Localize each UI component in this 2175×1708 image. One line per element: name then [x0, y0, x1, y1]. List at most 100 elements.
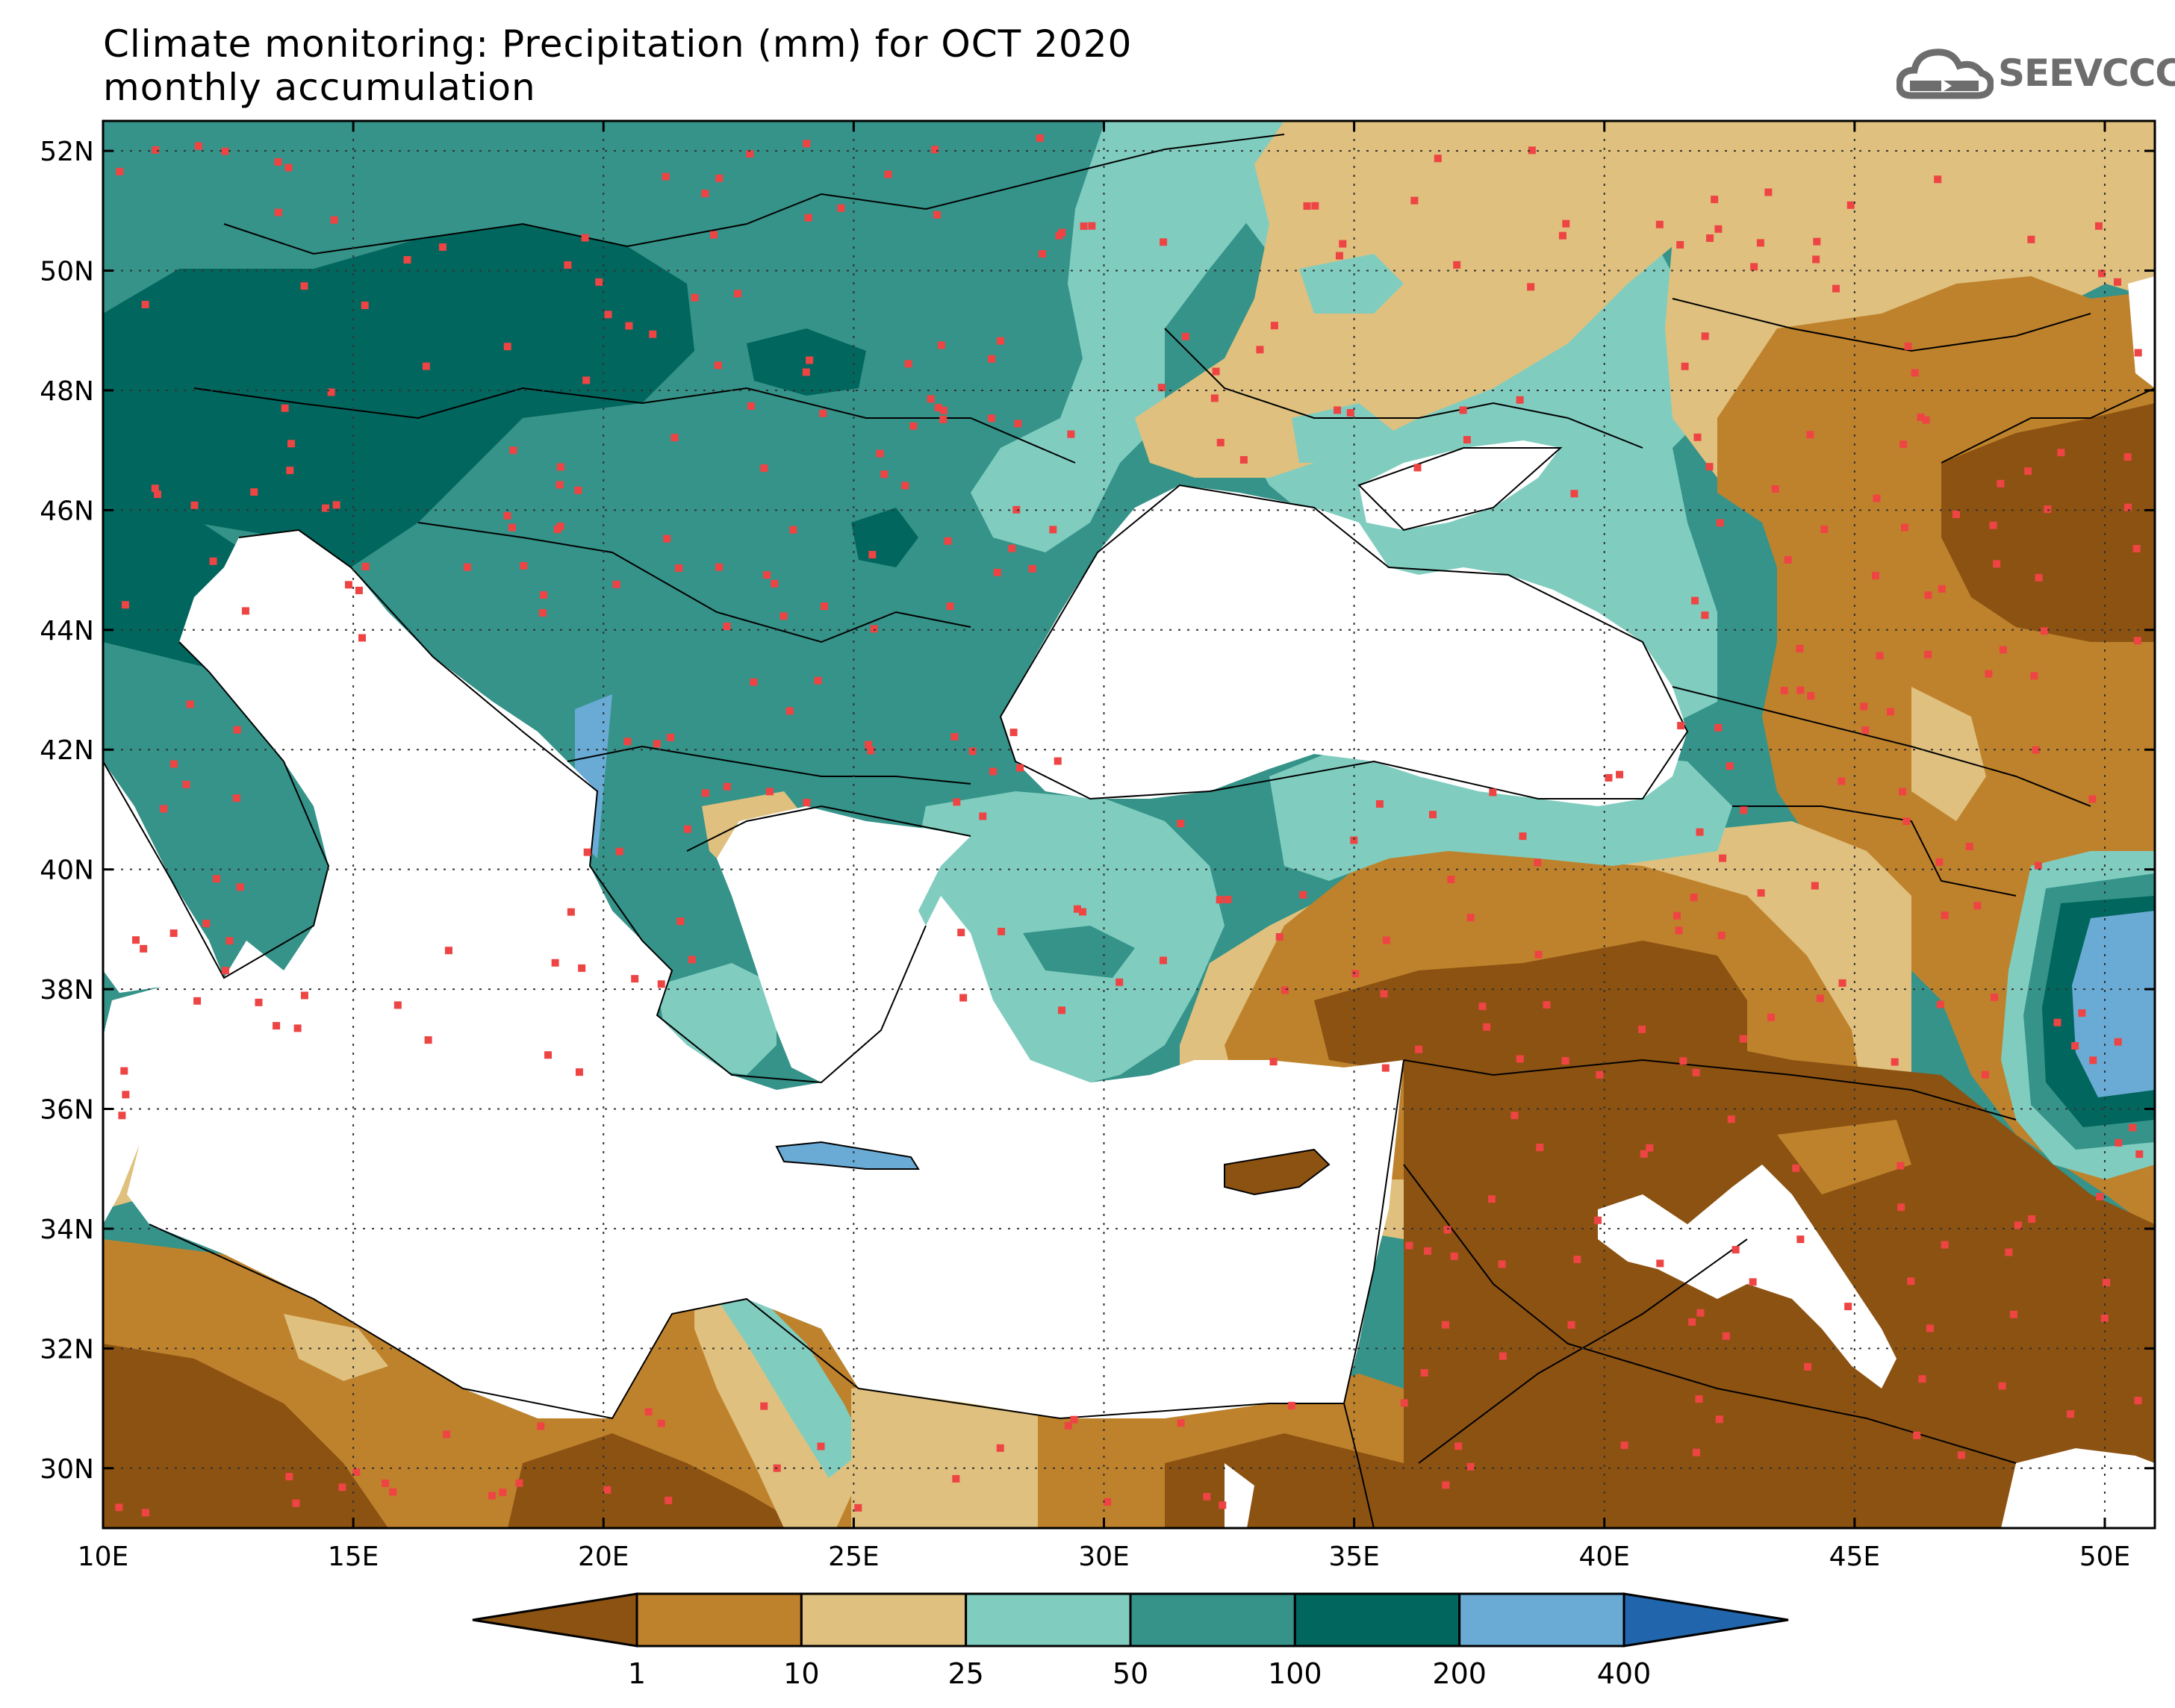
station-marker — [544, 1051, 553, 1059]
station-marker — [2057, 449, 2065, 457]
station-marker — [1973, 902, 1982, 910]
station-marker — [225, 937, 234, 945]
station-marker — [1705, 463, 1714, 471]
station-marker — [1049, 526, 1057, 534]
station-marker — [2078, 1009, 2086, 1017]
station-marker — [1428, 811, 1437, 819]
station-marker — [953, 798, 961, 806]
station-marker — [551, 959, 559, 967]
station-marker — [1739, 1035, 1747, 1043]
station-marker — [927, 395, 935, 403]
station-marker — [780, 612, 788, 620]
station-marker — [567, 908, 575, 916]
station-marker — [1620, 1441, 1628, 1450]
station-marker — [612, 580, 620, 588]
station-marker — [1275, 933, 1283, 941]
lon-tick-label: 30E — [1078, 1542, 1130, 1572]
station-marker — [556, 463, 564, 471]
station-marker — [2010, 1310, 2018, 1318]
lat-tick-label: 44N — [40, 616, 94, 646]
station-marker — [1638, 1025, 1646, 1033]
station-marker — [538, 608, 547, 617]
station-marker — [2032, 746, 2040, 754]
station-marker — [653, 740, 661, 748]
station-marker — [934, 404, 942, 412]
station-marker — [2113, 278, 2121, 286]
station-marker — [1483, 1023, 1491, 1031]
station-markers — [115, 134, 2144, 1517]
station-marker — [141, 300, 149, 308]
seevccc-logo: SEEVCCC — [1896, 43, 2175, 103]
station-marker — [1562, 219, 1570, 228]
station-marker — [939, 415, 948, 423]
station-marker — [1157, 384, 1166, 392]
station-marker — [2071, 1041, 2079, 1050]
station-marker — [1616, 770, 1624, 779]
station-marker — [287, 440, 296, 448]
station-marker — [1466, 914, 1475, 922]
station-marker — [1727, 1115, 1735, 1123]
station-marker — [424, 1036, 432, 1044]
station-marker — [683, 825, 691, 833]
station-marker — [1677, 722, 1685, 730]
station-marker — [814, 676, 822, 685]
station-marker — [327, 388, 335, 396]
islands — [775, 1141, 1331, 1196]
lat-tick-label: 38N — [40, 975, 94, 1006]
colorbar-upper-arrow — [1622, 1592, 1789, 1648]
colorbar-label: 50 — [1113, 1657, 1148, 1690]
station-marker — [2096, 1193, 2104, 1201]
sea-mask — [103, 276, 2155, 1528]
station-marker — [389, 1488, 397, 1496]
station-marker — [578, 964, 586, 972]
station-marker — [1715, 1415, 1723, 1424]
lon-tick-label: 25E — [828, 1542, 880, 1572]
station-marker — [715, 174, 724, 182]
station-marker — [1573, 1256, 1581, 1264]
station-marker — [1570, 490, 1578, 498]
station-marker — [1400, 1399, 1408, 1407]
station-marker — [284, 163, 293, 172]
map-grid — [103, 121, 2155, 1528]
station-marker — [1771, 484, 1779, 493]
station-marker — [950, 732, 959, 741]
station-marker — [837, 204, 845, 212]
station-marker — [2100, 1314, 2109, 1322]
lat-tick-label: 40N — [40, 855, 94, 886]
station-marker — [1717, 932, 1726, 940]
station-marker — [286, 467, 294, 475]
station-marker — [194, 142, 202, 150]
station-marker — [1999, 646, 2007, 654]
station-marker — [1410, 196, 1419, 205]
station-marker — [1256, 346, 1264, 354]
station-marker — [760, 464, 768, 473]
station-marker — [1351, 970, 1360, 978]
station-marker — [499, 1489, 507, 1497]
station-marker — [120, 1067, 128, 1075]
station-marker — [1216, 438, 1225, 446]
station-marker — [803, 799, 811, 807]
station-marker — [515, 1479, 523, 1487]
station-marker — [255, 998, 263, 1006]
station-marker — [1711, 196, 1719, 204]
station-marker — [209, 557, 217, 565]
station-marker — [1269, 1058, 1278, 1066]
lat-tick-label: 50N — [40, 257, 94, 287]
colorbar-lower-arrow — [472, 1592, 638, 1648]
station-marker — [1692, 1068, 1700, 1076]
station-marker — [1558, 231, 1566, 240]
station-marker — [443, 1430, 451, 1439]
station-marker — [403, 256, 411, 264]
station-marker — [1528, 146, 1536, 155]
station-marker — [1796, 644, 1804, 652]
station-marker — [1210, 394, 1219, 402]
title-line-2: monthly accumulation — [103, 66, 536, 109]
map-title: Climate monitoring: Precipitation (mm) f… — [103, 22, 1132, 109]
station-marker — [1346, 408, 1354, 417]
station-marker — [996, 1444, 1004, 1452]
station-marker — [644, 1408, 653, 1416]
station-marker — [140, 944, 148, 953]
station-marker — [819, 409, 827, 417]
station-marker — [2005, 1248, 2013, 1256]
station-marker — [540, 591, 548, 599]
